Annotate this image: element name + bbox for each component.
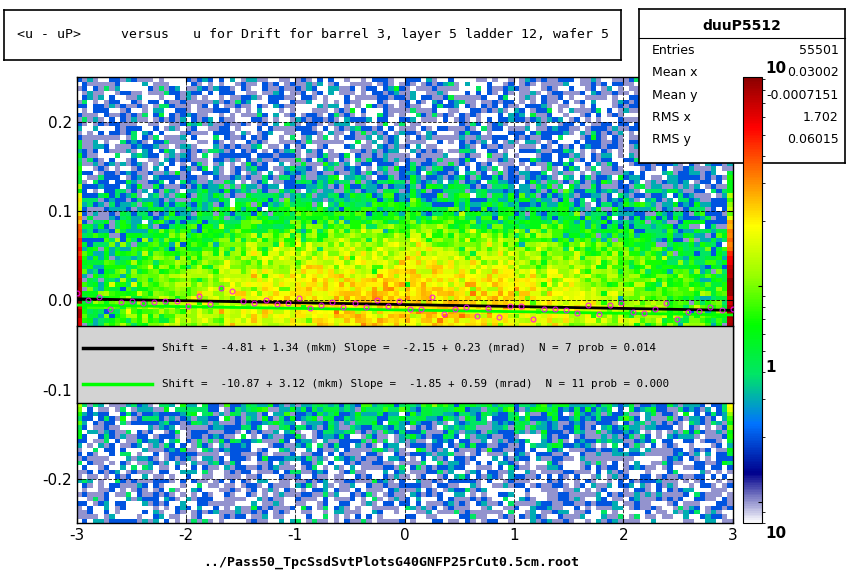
Text: Entries: Entries [652,44,695,57]
Text: -0.0007151: -0.0007151 [767,89,839,102]
Text: 55501: 55501 [799,44,839,57]
Text: Mean y: Mean y [652,89,697,102]
Text: 0.06015: 0.06015 [787,133,839,146]
Text: 0.03002: 0.03002 [787,66,839,79]
Text: 1.702: 1.702 [803,111,839,124]
Text: 10: 10 [765,526,786,541]
Text: RMS x: RMS x [652,111,690,124]
Text: duuP5512: duuP5512 [703,19,781,33]
Text: Shift =  -4.81 + 1.34 (mkm) Slope =  -2.15 + 0.23 (mrad)  N = 7 prob = 0.014: Shift = -4.81 + 1.34 (mkm) Slope = -2.15… [162,343,656,353]
Text: Shift =  -10.87 + 3.12 (mkm) Slope =  -1.85 + 0.59 (mrad)  N = 11 prob = 0.000: Shift = -10.87 + 3.12 (mkm) Slope = -1.8… [162,379,669,389]
Text: <u - uP>     versus   u for Drift for barrel 3, layer 5 ladder 12, wafer 5: <u - uP> versus u for Drift for barrel 3… [17,29,609,41]
Text: 10: 10 [765,61,786,76]
Text: ../Pass50_TpcSsdSvtPlotsG40GNFP25rCut0.5cm.root: ../Pass50_TpcSsdSvtPlotsG40GNFP25rCut0.5… [203,556,579,569]
Text: Mean x: Mean x [652,66,697,79]
Text: RMS y: RMS y [652,133,690,146]
Text: 1: 1 [765,360,775,375]
